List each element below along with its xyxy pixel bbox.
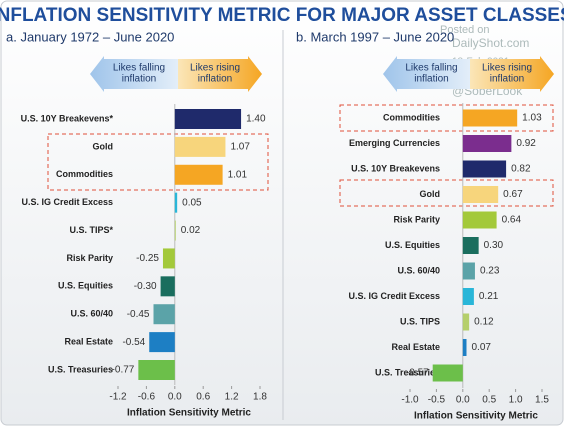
value-label: -0.25: [136, 253, 159, 264]
x-tick-label: 0.0: [456, 395, 470, 406]
value-label: 1.40: [246, 114, 266, 125]
chart-title: INFLATION SENSITIVITY METRIC FOR MAJOR A…: [0, 5, 564, 26]
bar: [462, 288, 474, 305]
category-label: U.S. TIPS*: [69, 225, 113, 235]
bar: [432, 364, 463, 382]
category-label: U.S. 10Y Breakevens*: [21, 113, 114, 123]
x-tick-label: 1.5: [535, 395, 549, 406]
highlight-box: [47, 133, 269, 191]
arrow-falling: [383, 56, 470, 92]
category-label: Gold: [93, 141, 114, 151]
value-label: -0.45: [127, 309, 150, 320]
value-label: 0.92: [516, 138, 536, 149]
value-label: -0.77: [112, 365, 135, 376]
value-label: 1.07: [230, 142, 250, 153]
x-tick-label: 1.0: [509, 395, 523, 406]
value-label: 1.03: [522, 113, 542, 124]
category-label: Risk Parity: [66, 253, 113, 263]
bar: [149, 332, 175, 353]
x-tick-label: -0.6: [138, 392, 156, 403]
x-tick-label: -1.2: [109, 392, 127, 403]
category-label: Real Estate: [391, 342, 440, 352]
value-label: 0.21: [479, 291, 499, 302]
category-label: U.S. 60/40: [397, 265, 440, 275]
category-label: U.S. IG Credit Excess: [348, 291, 440, 301]
category-label: U.S. TIPS: [400, 316, 440, 326]
bar: [462, 109, 518, 127]
category-label: Emerging Currencies: [349, 138, 440, 148]
category-label: U.S. Treasuries: [48, 364, 113, 374]
bar: [174, 109, 242, 129]
category-label: Commodities: [56, 169, 113, 179]
category-label: U.S. IG Credit Excess: [21, 197, 113, 207]
x-axis-title: Inflation Sensitivity Metric: [414, 411, 538, 422]
category-label: Gold: [420, 189, 441, 199]
bar: [174, 164, 223, 185]
x-tick-label: 0.6: [196, 392, 210, 403]
value-label: -0.30: [134, 281, 157, 292]
category-label: Risk Parity: [393, 214, 440, 224]
bar: [462, 237, 479, 254]
arrow-label: inflation: [414, 74, 448, 85]
bar: [462, 186, 499, 203]
bar: [174, 192, 178, 213]
value-label: 0.05: [182, 197, 202, 208]
value-label: 0.30: [484, 240, 504, 251]
arrow-label: Likes rising: [190, 63, 240, 74]
bar: [462, 262, 475, 280]
arrow-rising: [178, 56, 262, 92]
arrow-label: Likes rising: [482, 63, 532, 74]
x-tick-label: -1.0: [401, 395, 419, 406]
subtitle: b. March 1997 – June 2020: [296, 29, 454, 44]
bar: [462, 135, 512, 152]
x-tick-label: 1.2: [225, 392, 239, 403]
arrow-label: inflation: [198, 74, 232, 85]
highlight-box: [339, 179, 554, 207]
bar: [153, 304, 175, 325]
x-tick-label: 0.5: [482, 395, 496, 406]
value-label: -0.57: [406, 368, 429, 379]
arrow-label: inflation: [122, 74, 156, 85]
bar: [462, 339, 467, 356]
arrow-rising: [470, 56, 554, 92]
value-label: 0.07: [471, 342, 491, 353]
x-axis-title: Inflation Sensitivity Metric: [127, 408, 251, 419]
category-label: U.S. Equities: [58, 281, 113, 291]
value-label: -0.54: [122, 337, 145, 348]
arrow-label: inflation: [490, 74, 524, 85]
highlight-box: [339, 104, 554, 132]
arrow-label: Likes falling: [405, 63, 457, 74]
category-label: U.S. 60/40: [70, 309, 113, 319]
bar: [138, 360, 175, 380]
value-label: 0.67: [503, 189, 523, 200]
arrow-falling: [90, 56, 178, 92]
bar: [462, 313, 470, 331]
value-label: 1.01: [228, 169, 248, 180]
category-label: Real Estate: [64, 336, 113, 346]
value-label: 0.12: [474, 317, 494, 328]
category-label: U.S. 10Y Breakevens: [351, 163, 440, 173]
value-label: 0.02: [181, 225, 201, 236]
bar: [462, 160, 507, 178]
value-label: 0.23: [480, 266, 500, 277]
x-tick-label: 1.8: [253, 392, 267, 403]
category-label: U.S. Treasuries: [375, 367, 440, 377]
bar: [462, 211, 497, 229]
bar: [160, 276, 175, 297]
arrow-label: Likes falling: [113, 63, 165, 74]
category-label: Commodities: [383, 112, 440, 122]
category-label: U.S. Equities: [385, 240, 440, 250]
bar: [174, 136, 226, 157]
watermark: Posted on: [440, 24, 490, 36]
subtitle: a. January 1972 – June 2020: [6, 29, 174, 44]
value-label: 0.64: [502, 215, 522, 226]
x-tick-label: -0.5: [428, 395, 446, 406]
bar: [174, 220, 176, 241]
value-label: 0.82: [511, 164, 531, 175]
watermark: DailyShot.com: [452, 36, 529, 50]
x-tick-label: 0.0: [168, 392, 182, 403]
bar: [162, 248, 175, 269]
